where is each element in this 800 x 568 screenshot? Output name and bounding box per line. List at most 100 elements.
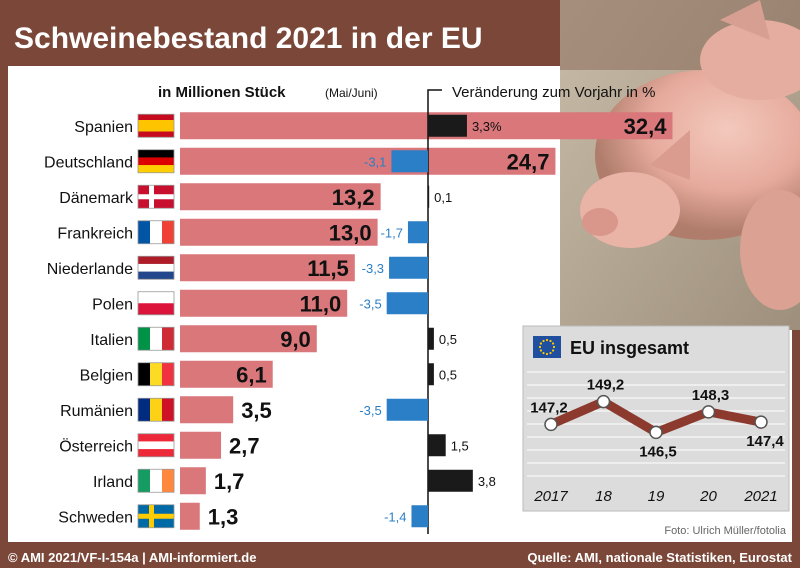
stock-bar-2 <box>180 183 381 211</box>
stock-bar-8 <box>180 396 234 424</box>
change-bar-1 <box>391 150 428 173</box>
chart-title: Schweinebestand 2021 in der EU <box>14 22 483 55</box>
stock-bar-11 <box>180 502 200 530</box>
change-bar-4 <box>389 256 428 279</box>
change-value-8: -3,5 <box>359 403 381 418</box>
eu-xtick-3: 20 <box>699 488 717 505</box>
change-bar-7 <box>428 363 434 386</box>
country-label-5: Polen <box>92 296 133 313</box>
stock-value-11: 1,3 <box>208 504 239 529</box>
stock-value-3: 13,0 <box>329 220 372 245</box>
stock-value-5: 11,0 <box>300 291 342 316</box>
change-value-2: 0,1 <box>434 190 452 205</box>
country-label-6: Italien <box>90 332 133 349</box>
subtitle-stock-note: (Mai/Juni) <box>325 86 378 100</box>
eu-value-0: 147,2 <box>530 399 568 416</box>
eu-point-4 <box>754 415 768 429</box>
flag-icon-de <box>137 149 175 174</box>
country-label-0: Spanien <box>74 119 133 136</box>
country-label-11: Schweden <box>58 509 133 526</box>
change-bar-0 <box>428 114 467 137</box>
stock-value-0: 32,4 <box>624 114 668 139</box>
stock-bar-5 <box>180 289 348 317</box>
stock-bar-1 <box>180 147 556 175</box>
country-label-7: Belgien <box>80 367 133 384</box>
stock-value-7: 6,1 <box>236 362 267 387</box>
stock-bars: 32,4 24,7 13,2 13,0 11,5 11,0 9,0 6,1 3,5 2,7 1,7 1… <box>180 112 673 530</box>
photo-credit: Foto: Ulrich Müller/fotolia <box>664 525 787 537</box>
stock-bar-9 <box>180 431 222 459</box>
subtitle-stock: in Millionen Stück <box>158 84 286 101</box>
stock-value-4: 11,5 <box>307 256 349 281</box>
change-bar-3 <box>407 221 428 244</box>
change-value-11: -1,4 <box>384 509 406 524</box>
flag-icon-ro <box>137 397 175 422</box>
flag-icon-fr <box>137 220 175 245</box>
category-labels: Spanien Deutschland Dänemark Frankreich Nied… <box>44 113 175 529</box>
stock-bar-0 <box>180 112 673 140</box>
flag-icon-be <box>137 362 175 387</box>
eu-value-3: 148,3 <box>692 387 730 404</box>
country-label-9: Österreich <box>59 437 133 455</box>
country-label-8: Rumänien <box>60 403 133 420</box>
change-value-9: 1,5 <box>451 438 469 453</box>
stock-bar-7 <box>180 360 273 388</box>
change-value-4: -3,3 <box>362 261 384 276</box>
footer-copyright: © AMI 2021/VF-I-154a | AMI-informiert.de <box>8 550 256 565</box>
eu-value-2: 146,5 <box>639 443 677 460</box>
flag-icon-it <box>137 326 175 351</box>
stock-bar-3 <box>180 218 378 246</box>
flag-icon-dk <box>137 184 175 209</box>
flag-icon-es <box>137 113 175 138</box>
stock-bar-4 <box>180 254 355 282</box>
country-label-2: Dänemark <box>59 190 134 207</box>
change-bar-10 <box>428 469 473 492</box>
eu-value-1: 149,2 <box>587 377 625 394</box>
change-value-7: 0,5 <box>439 367 457 382</box>
eu-point-1 <box>596 394 611 409</box>
flag-icon-pl <box>137 291 175 316</box>
eu-point-0 <box>544 417 558 432</box>
country-label-3: Frankreich <box>57 225 133 242</box>
flag-icon-at <box>137 433 175 458</box>
flag-icon-nl <box>137 255 175 280</box>
change-bar-6 <box>428 327 434 350</box>
change-bars: 3,3% -3,1 0,1 -1,7 -3,3 -3,5 0,5 0,5 -3,5 1,5 3,8 -… <box>359 114 502 528</box>
eu-title: EU insgesamt <box>570 338 689 358</box>
eu-flag-icon <box>533 336 561 358</box>
eu-xtick-2: 19 <box>648 488 665 505</box>
eu-point-2 <box>649 425 663 440</box>
change-bar-11 <box>411 505 428 528</box>
eu-panel: EU insgesamt 147,2 2017 149,2 18 146,5 19 148,… <box>522 325 790 512</box>
country-label-1: Deutschland <box>44 154 133 171</box>
change-bracket <box>427 89 442 108</box>
footer-source: Quelle: AMI, nationale Statistiken, Euro… <box>527 550 792 565</box>
change-value-10: 3,8 <box>478 474 496 489</box>
stock-value-2: 13,2 <box>332 185 375 210</box>
eu-value-4: 147,4 <box>746 433 784 450</box>
country-label-10: Irland <box>93 474 133 491</box>
stock-bar-10 <box>180 467 206 495</box>
change-value-1: -3,1 <box>364 154 386 169</box>
change-value-3: -1,7 <box>381 225 403 240</box>
stock-value-8: 3,5 <box>241 398 272 423</box>
eu-xtick-0: 2017 <box>533 488 568 505</box>
change-bar-9 <box>428 434 446 457</box>
eu-xtick-4: 2021 <box>743 488 777 505</box>
stock-value-1: 24,7 <box>507 149 550 174</box>
change-bar-8 <box>386 398 428 421</box>
change-value-6: 0,5 <box>439 332 457 347</box>
stock-value-6: 9,0 <box>280 327 311 352</box>
change-value-0: 3,3% <box>472 119 502 134</box>
stock-bar-6 <box>180 325 317 353</box>
stock-value-10: 1,7 <box>214 469 245 494</box>
eu-point-3 <box>701 405 716 419</box>
subtitle-change: Veränderung zum Vorjahr in % <box>452 84 655 101</box>
flag-icon-se <box>137 504 175 529</box>
eu-xtick-1: 18 <box>595 488 612 505</box>
change-bar-5 <box>386 292 428 315</box>
change-value-5: -3,5 <box>359 296 381 311</box>
stock-value-9: 2,7 <box>229 433 260 458</box>
